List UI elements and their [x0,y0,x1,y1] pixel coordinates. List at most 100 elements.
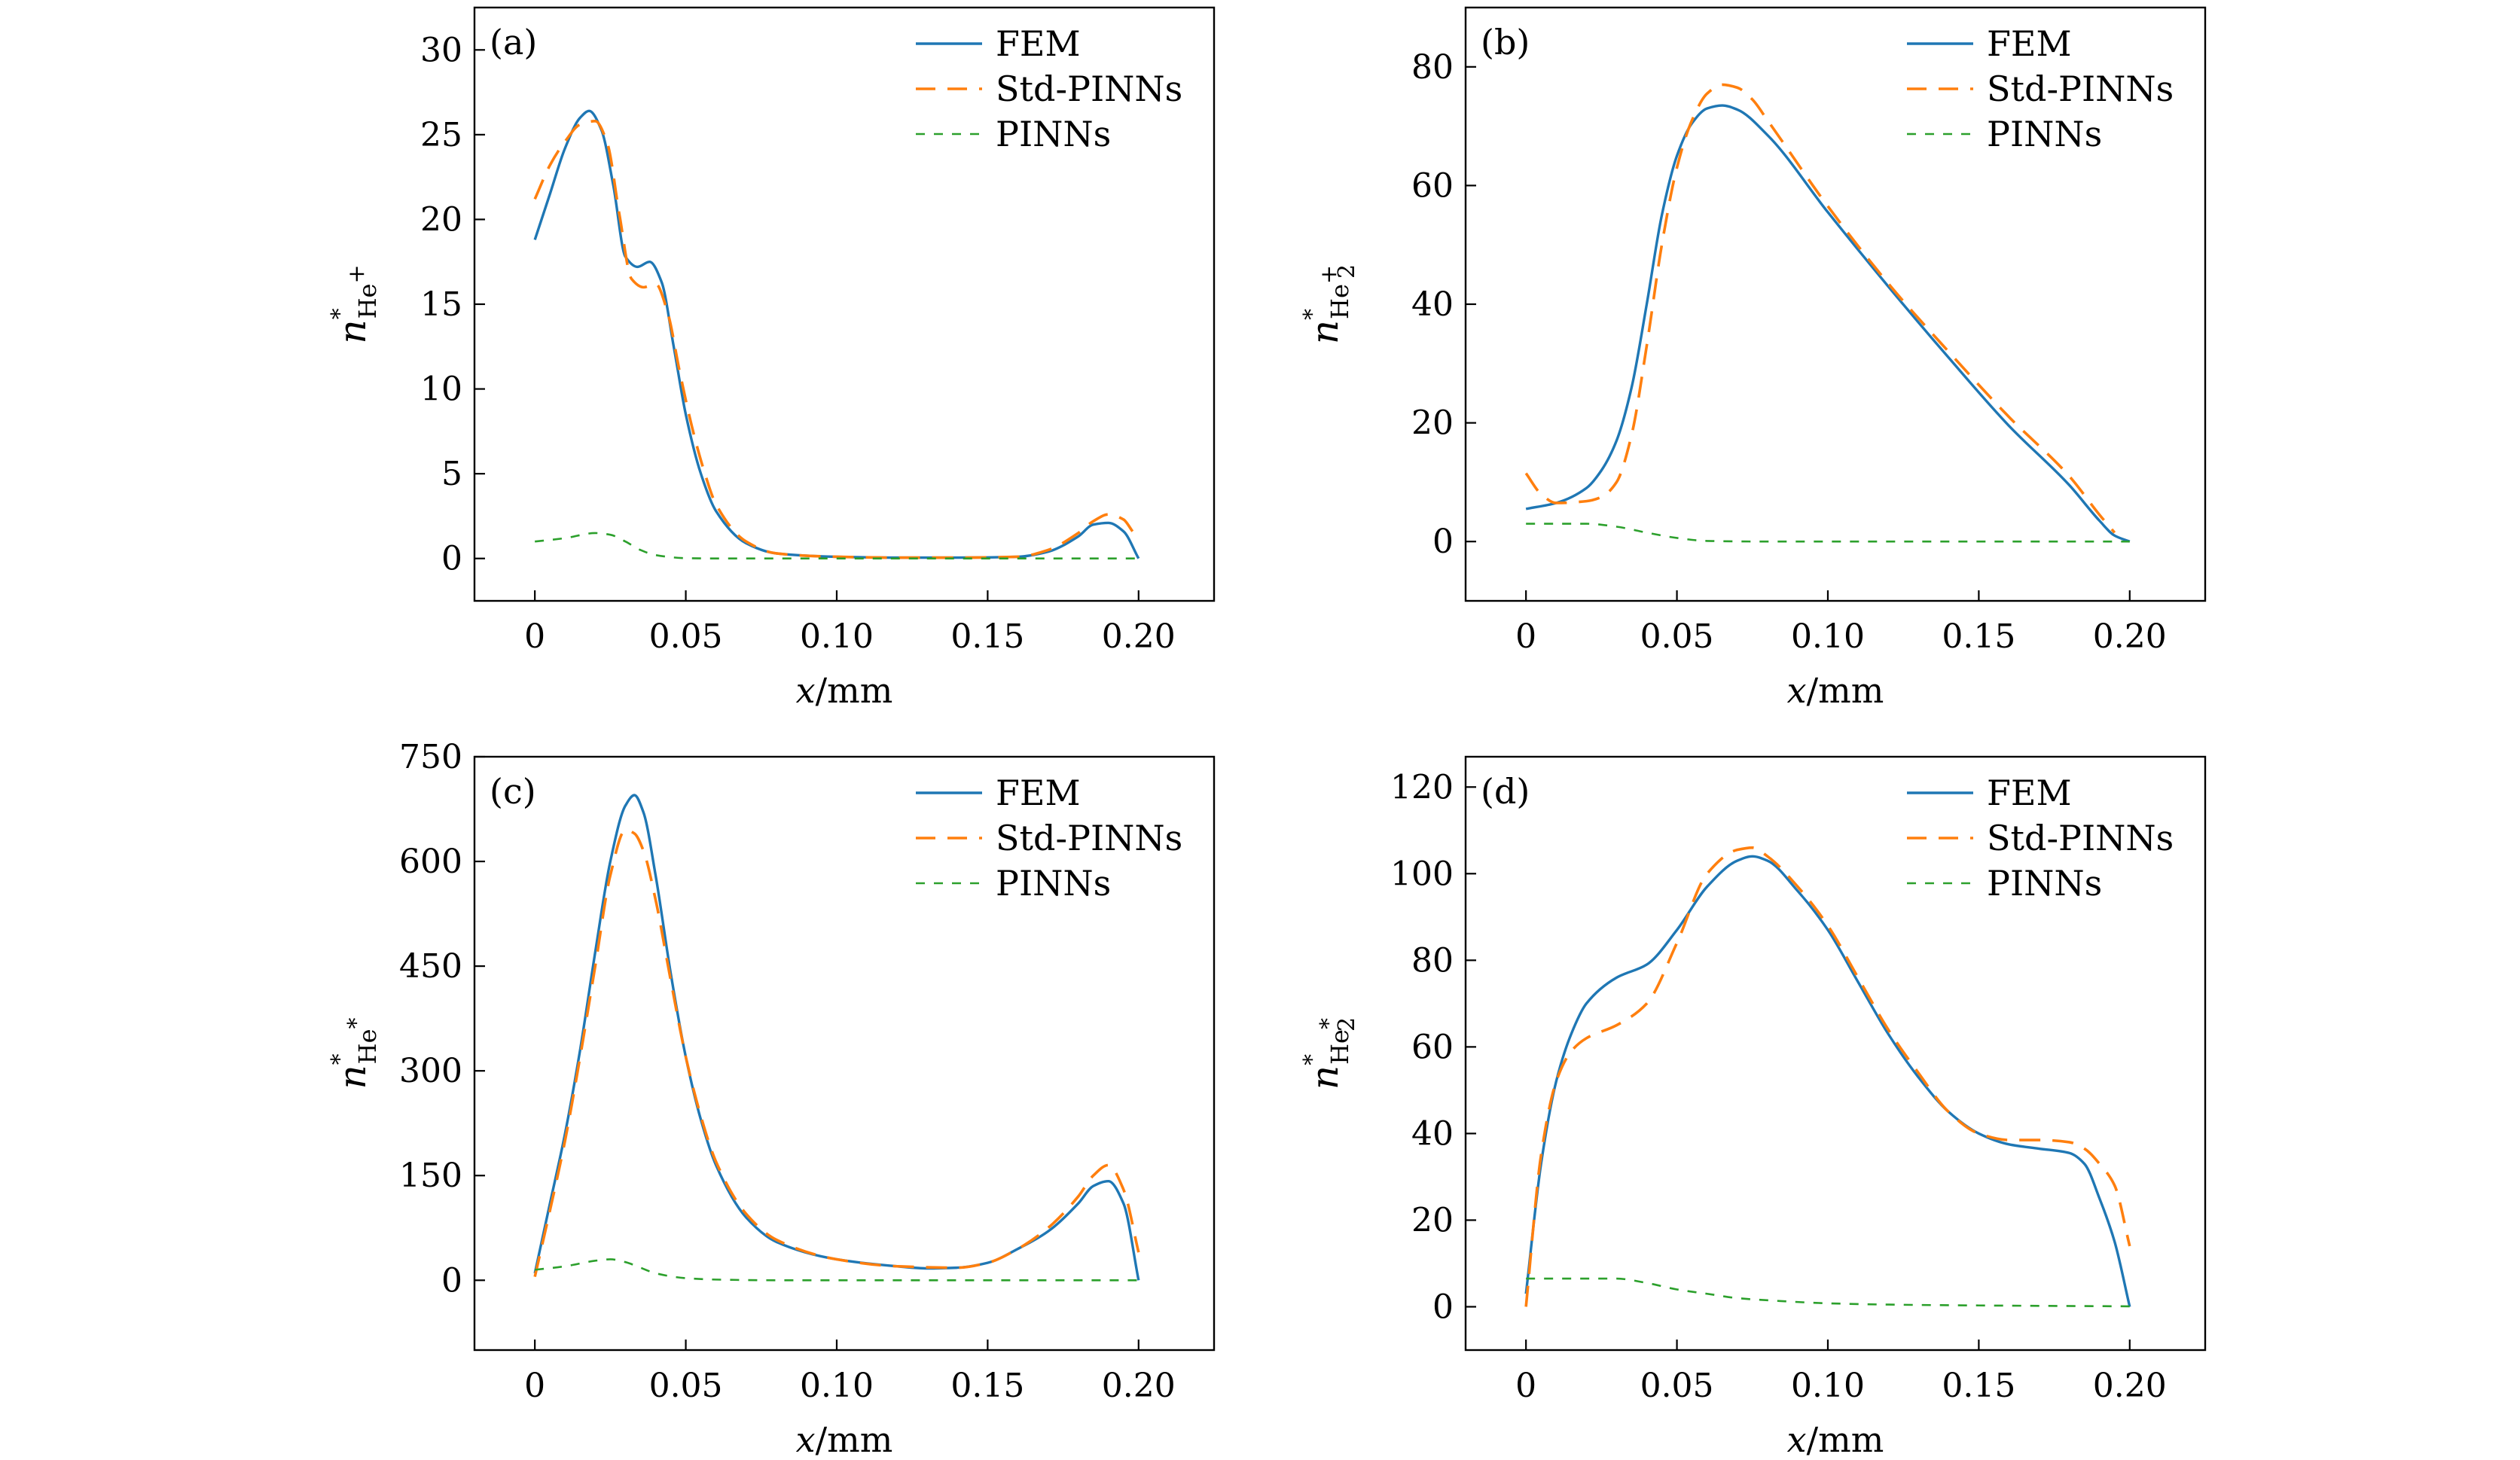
x-tick-label: 0.15 [1942,617,2015,656]
x-tick-label: 0.10 [800,617,874,656]
y-axis-symbol: n [1303,320,1347,344]
y-tick-label: 300 [399,1052,462,1090]
x-axis-var: x [796,1419,816,1460]
legend-label-std-pinns: Std-PINNs [996,818,1182,858]
legend-label-fem: FEM [1987,773,2072,813]
x-tick-label: 0 [1515,617,1536,656]
x-tick-label: 0.20 [1102,617,1176,656]
x-axis-title: x/mm [1787,670,1884,711]
y-axis-title: n*He+ [327,264,382,343]
legend-label-fem: FEM [1987,23,2072,64]
series-std-pinns-line [533,120,1134,559]
x-tick-label: 0.15 [1942,1367,2015,1405]
panel-label: (a) [490,22,537,62]
y-tick-label: 40 [1411,285,1454,324]
x-tick-label: 0 [1515,1367,1536,1405]
y-axis-subscript: He [1326,1029,1354,1065]
y-tick-label: 0 [1432,523,1454,561]
x-axis-unit: /mm [816,1419,893,1460]
series-fem-line [533,794,1140,1281]
panel-label: (c) [490,771,536,812]
series-pinns-line [535,1258,1139,1282]
panel-c: 0 0.05 0.10 0.15 0.20 0 150 300 450 600 750 (c) x/mm… [327,738,1216,1460]
y-tick-label: 30 [420,31,462,69]
x-tick-label: 0.15 [950,617,1024,656]
y-tick-label: 25 [420,116,462,154]
y-axis-superscript: * [327,308,353,319]
x-tick-label: 0.05 [1640,1367,1714,1405]
x-axis-unit: /mm [816,670,893,711]
x-axis-unit: /mm [1807,1419,1884,1460]
y-tick-label: 60 [1411,1028,1454,1066]
legend-label-std-pinns: Std-PINNs [1987,818,2174,858]
y-axis-subscript-index: 2 [1334,1017,1360,1032]
y-tick-label: 0 [1432,1288,1454,1326]
series-fem-line [533,109,1140,559]
y-axis-title: n*He+2 [1299,264,1360,344]
y-axis-symbol: n [331,319,374,343]
y-tick-label: 40 [1411,1114,1454,1153]
y-tick-label: 80 [1411,48,1454,87]
legend-label-fem: FEM [996,23,1081,64]
y-tick-label: 120 [1390,768,1454,806]
y-axis-subscript-index: 2 [1334,264,1360,279]
y-axis-subscript-charge: * [343,1017,370,1029]
y-tick-label: 600 [399,843,462,881]
y-axis-subscript: He [1326,284,1354,319]
x-axis-var: x [796,670,816,711]
panel-d: 0 0.05 0.10 0.15 0.20 0 20 40 60 80 100 120 (d) x/mm n… [1299,755,2207,1460]
y-axis-subscript-charge: + [1316,265,1342,284]
x-tick-label: 0.05 [649,1367,723,1405]
x-axis-title: x/mm [796,1419,893,1460]
series-pinns-line [1526,523,2130,543]
x-tick-label: 0.10 [1791,1367,1865,1405]
y-tick-label: 0 [441,540,462,578]
legend-label-pinns: PINNs [1987,114,2102,154]
legend-label-pinns: PINNs [996,863,1111,904]
y-axis-title: n*He*2 [1299,1017,1360,1090]
plot-frame [473,755,1216,1352]
panel-label: (b) [1481,22,1530,62]
x-tick-label: 0.05 [1640,617,1714,656]
y-tick-label: 10 [420,370,462,409]
x-axis-title: x/mm [796,670,893,711]
series-pinns-line [535,532,1139,560]
x-tick-label: 0.10 [1791,617,1865,656]
x-tick-label: 0 [524,1367,545,1405]
y-tick-label: 60 [1411,166,1454,205]
x-tick-label: 0.20 [1102,1367,1176,1405]
legend-label-std-pinns: Std-PINNs [996,69,1182,109]
y-tick-label: 0 [441,1261,462,1300]
y-axis-subscript: He [353,284,382,319]
y-axis-superscript: * [1299,1054,1326,1065]
x-tick-label: 0.20 [2093,617,2167,656]
y-tick-label: 150 [399,1157,462,1195]
legend-label-pinns: PINNs [1987,863,2102,904]
y-axis-superscript: * [327,1053,353,1065]
y-tick-label: 20 [1411,1201,1454,1239]
y-axis-subscript-charge: * [1316,1018,1342,1029]
y-axis-symbol: n [331,1065,374,1089]
legend-label-fem: FEM [996,773,1081,813]
panel-label: (d) [1481,771,1530,812]
series-std-pinns-line [1524,846,2131,1307]
y-axis-superscript: * [1299,309,1326,320]
x-tick-label: 0.05 [649,617,723,656]
series-fem-line [1525,104,2131,543]
y-tick-label: 100 [1390,855,1454,893]
series-pinns-line [1526,1277,2130,1308]
x-axis-var: x [1787,1419,1807,1460]
x-tick-label: 0 [524,617,545,656]
x-tick-label: 0.20 [2093,1367,2167,1405]
y-axis-symbol: n [1303,1065,1347,1090]
y-axis-subscript: He [353,1029,382,1064]
series-std-pinns-line [533,828,1140,1278]
legend-label-std-pinns: Std-PINNs [1987,69,2174,109]
y-axis-title: n*He* [327,1017,382,1089]
y-tick-label: 750 [399,738,462,776]
x-tick-label: 0.15 [950,1367,1024,1405]
y-tick-label: 20 [1411,404,1454,443]
panel-b: 0 0.05 0.10 0.15 0.20 0 20 40 60 80 (b) x/mm n*He+2 F… [1299,6,2207,711]
